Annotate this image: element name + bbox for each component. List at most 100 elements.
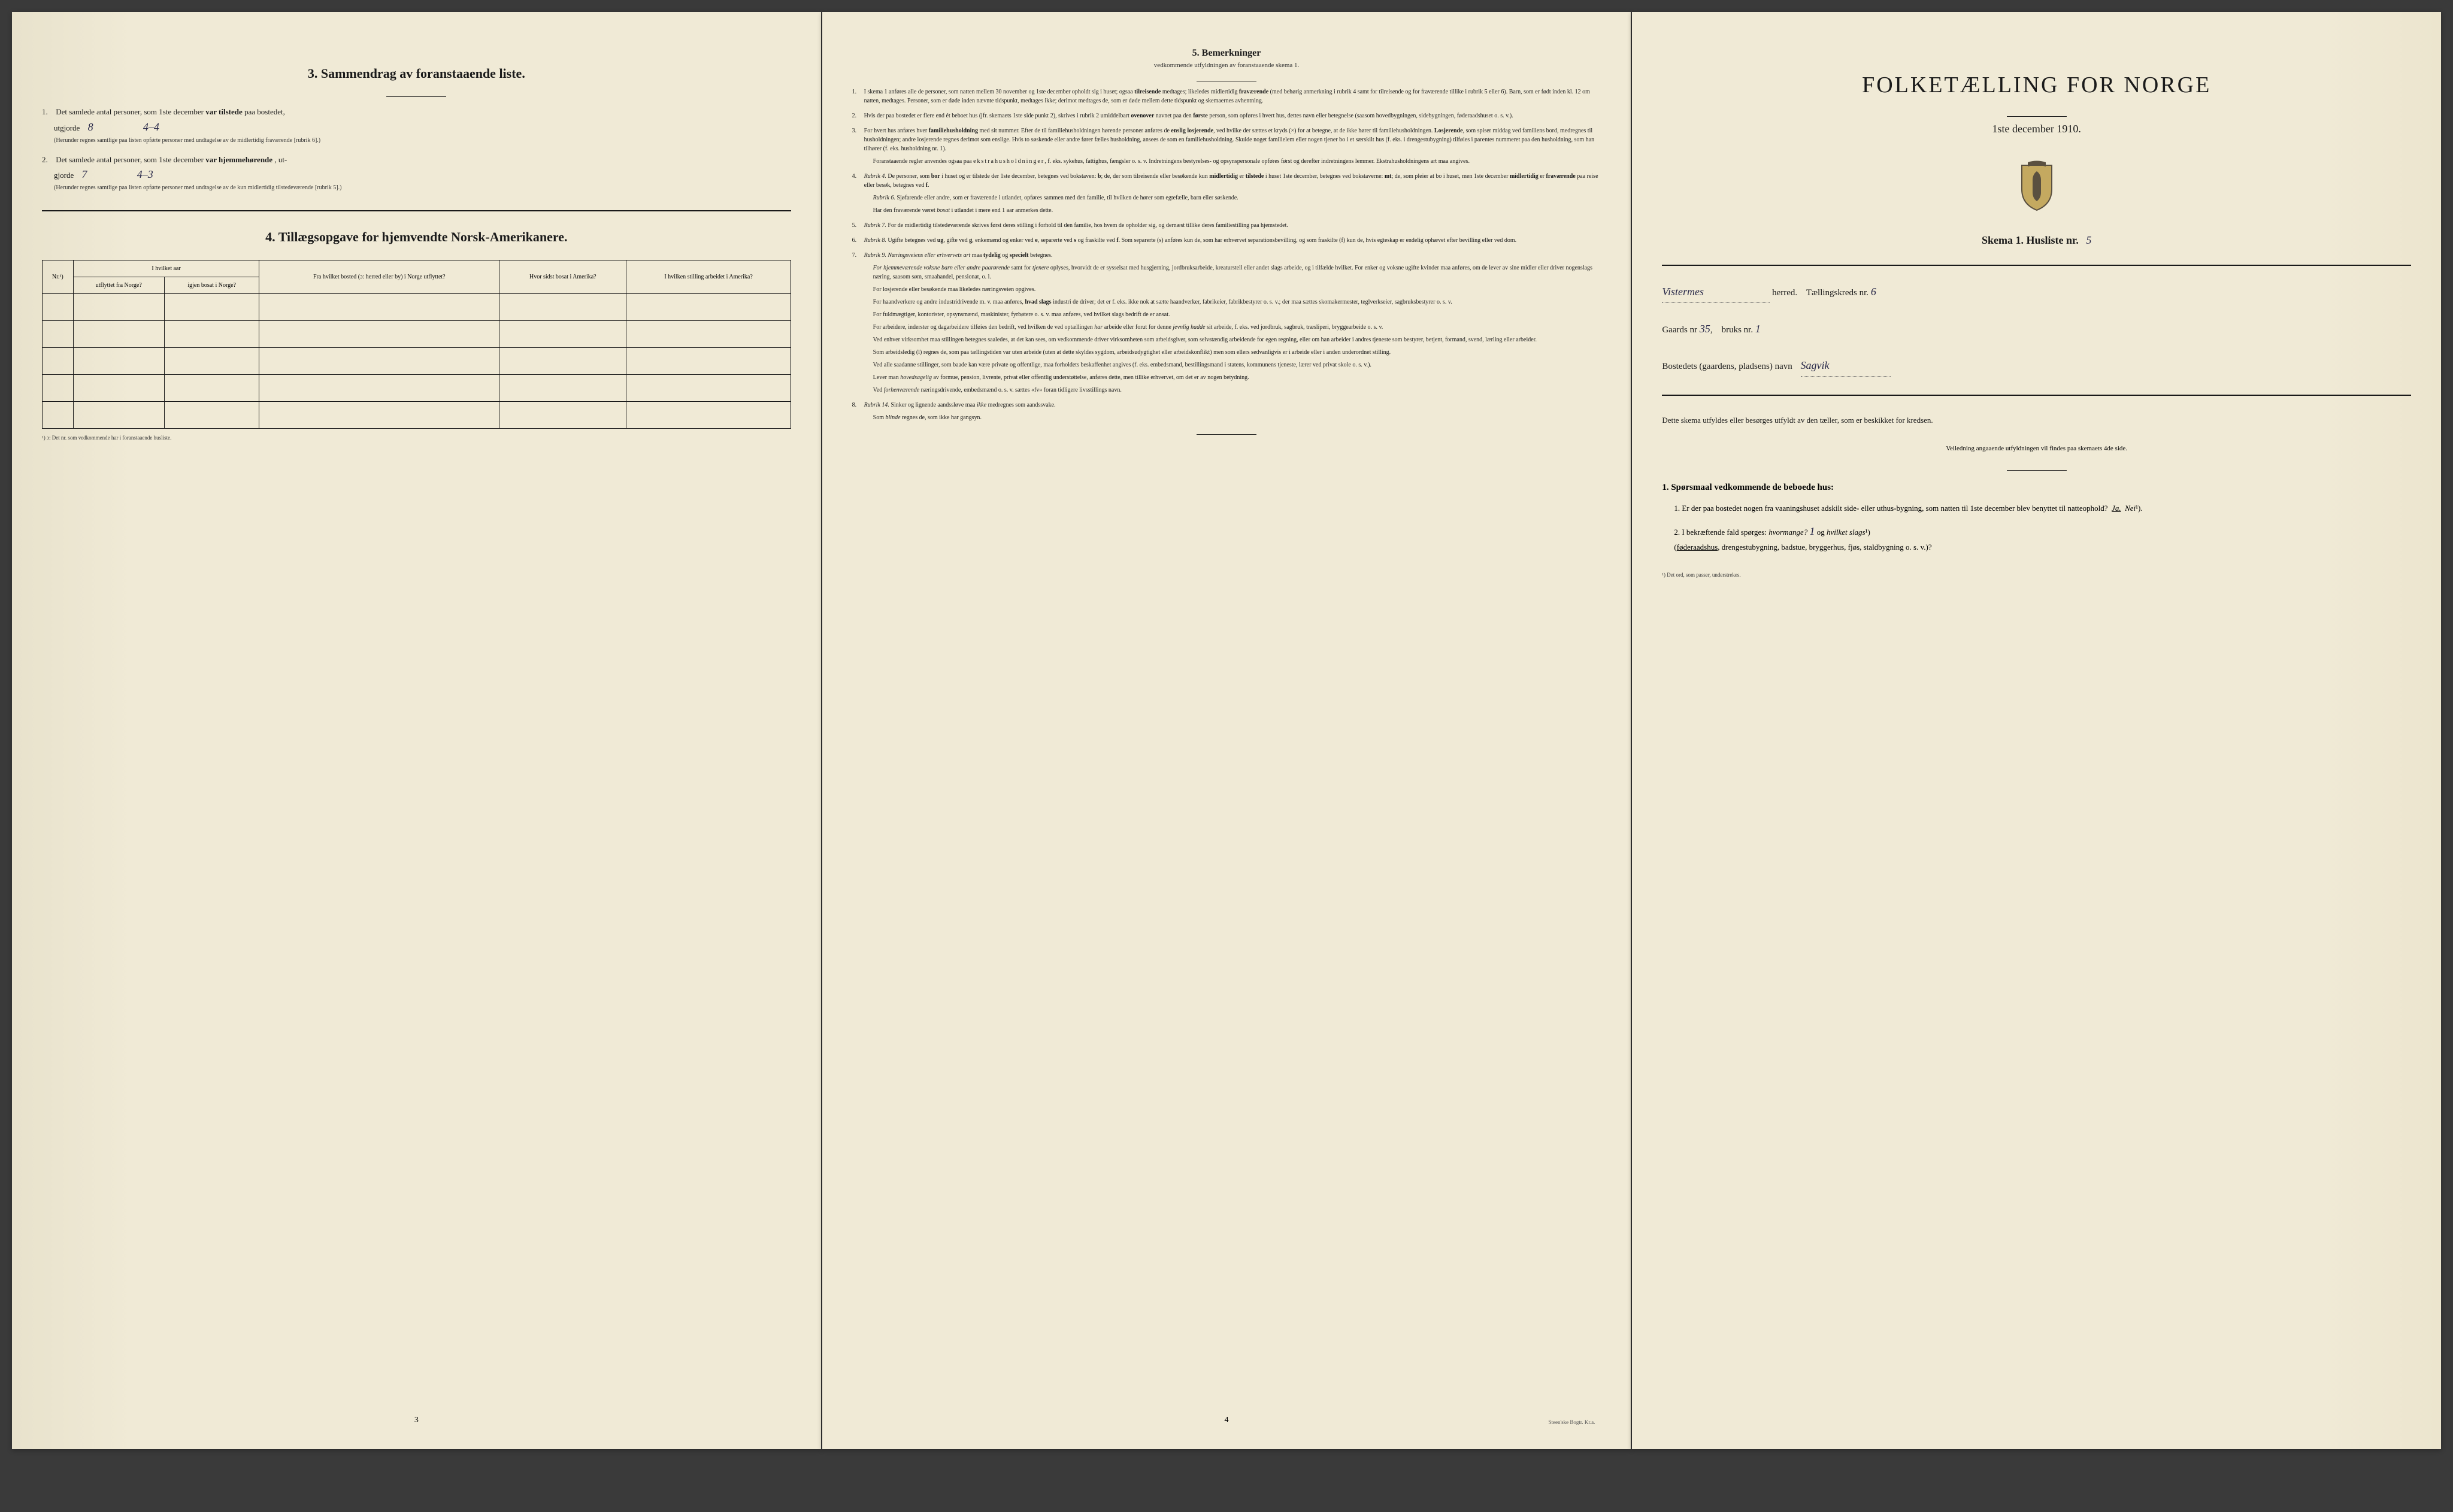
q-nei: Nei [2125,504,2136,513]
divider [2007,116,2067,117]
date-line: 1ste december 1910. [1662,123,2411,135]
remark-num: 1. [852,87,857,96]
remark-subpara: Ved alle saadanne stillinger, som baade … [864,360,1601,369]
remark-item: 5. Rubrik 7. For de midlertidig tilstedev… [852,221,1601,230]
remark-num: 3. [852,126,857,135]
item-text: Det samlede antal personer, som 1ste dec… [56,155,204,164]
remark-text: Rubrik 4. De personer, som bor i huset o… [864,173,1598,189]
section4-title: 4. Tillægsopgave for hjemvendte Norsk-Am… [42,229,791,245]
remark-subpara: Rubrik 6. Sjøfarende eller andre, som er… [864,193,1601,202]
remark-item: 3. For hvert hus anføres hver familiehush… [852,126,1601,166]
q-options: (føderaadshus, drengestubygning, badstue… [1674,543,1931,552]
remark-subpara: Har den fraværende været bosat i utlande… [864,206,1601,215]
th-stilling: I hvilken stilling arbeidet i Amerika? [626,260,791,294]
section3-title: 3. Sammendrag av foranstaaende liste. [42,66,791,81]
th-bosat: igjen bosat i Norge? [164,277,259,294]
taellingskreds-label: Tællingskreds nr. [1806,288,1868,298]
remark-num: 5. [852,221,857,230]
herred-line: Vistermes herred. Tællingskreds nr. 6 [1662,281,2411,303]
th-nr: Nr.¹) [43,260,74,294]
q-text-before: I bekræftende fald spørges: [1682,528,1767,537]
gaards-line: Gaards nr 35, bruks nr. 1 [1662,318,2411,340]
divider [1197,434,1256,435]
coat-of-arms [1662,159,2411,216]
divider [2007,470,2067,471]
q-num: 1. [1674,504,1680,513]
handwritten-value2: 4–4 [143,121,159,133]
remark-subpara: For haandverkere og andre industridriven… [864,298,1601,307]
q-text: Er der paa bostedet nogen fra vaaningshu… [1682,504,2107,513]
divider [1662,265,2411,266]
section5-subtitle: vedkommende utfyldningen av foranstaaend… [852,62,1601,69]
remark-subpara: Lever man hovedsagelig av formue, pensio… [864,373,1601,382]
row2-text: gjorde [54,171,74,180]
remark-text: Hvis der paa bostedet er flere end ét be… [864,113,1513,119]
item-num: 2. [42,154,54,166]
th-aar: I hvilket aar [73,260,259,277]
q-hvormange: hvormange? [1768,528,1807,537]
page-number: 3 [414,1416,419,1425]
remark-num: 4. [852,172,857,181]
q-sup: ¹) [1866,528,1870,537]
remark-text: Rubrik 9. Næringsveiens eller erhvervets… [864,252,1053,259]
table-row [43,321,791,348]
divider [1662,395,2411,396]
bosted-name: Sagvik [1801,354,1891,377]
q-ja: Ja. [2112,504,2121,513]
hvormange-val: 1 [1809,525,1815,537]
remark-subpara: Som arbeidsledig (l) regnes de, som paa … [864,348,1601,357]
remark-subpara: Foranstaaende regler anvendes ogsaa paa … [864,157,1601,166]
remark-subpara: Som blinde regnes de, som ikke har gangs… [864,413,1601,422]
section3-item2: 2. Det samlede antal personer, som 1ste … [42,154,791,193]
item-num: 1. [42,106,54,119]
remark-subpara: Ved enhver virksomhet maa stillingen bet… [864,335,1601,344]
table-row [43,375,791,402]
skema-line: Skema 1. Husliste nr. 5 [1662,234,2411,247]
table-row [43,348,791,375]
gaards-nr: 35 [1700,323,1710,335]
remark-num: 6. [852,236,857,245]
remark-num: 7. [852,251,857,260]
main-title: FOLKETÆLLING FOR NORGE [1662,72,2411,98]
q-hvilket: hvilket slags [1827,528,1866,537]
remark-item: 8.Rubrik 14. Sinker og lignende aandsslø… [852,401,1601,422]
remark-subpara: For hjemmeværende voksne barn eller andr… [864,263,1601,281]
table-row [43,402,791,429]
remark-subpara: Ved forhenværende næringsdrivende, embed… [864,386,1601,395]
handwritten-value: 7 [81,168,87,180]
remarks-list: 1.I skema 1 anføres alle de personer, so… [852,87,1601,422]
instructions-sub: Veiledning angaaende utfyldningen vil fi… [1662,445,2411,452]
remark-item: 2. Hvis der paa bostedet er flere end ét … [852,111,1601,120]
remark-item: 4. Rubrik 4. De personer, som bor i huset… [852,172,1601,215]
table-row [43,294,791,321]
q-og: og [1817,528,1825,537]
herred-value: Vistermes [1662,281,1770,303]
page-left: 3. Sammendrag av foranstaaende liste. 1.… [12,12,821,1449]
bosted-label: Bostedets (gaardens, pladsens) navn [1662,362,1792,371]
page-right: FOLKETÆLLING FOR NORGE 1ste december 191… [1632,12,2441,1449]
shield-icon [2016,159,2058,213]
skema-text: Skema 1. Husliste nr. [1982,234,2079,246]
husliste-nr: 5 [2086,234,2091,246]
taellingskreds-nr: 6 [1871,286,1876,298]
remark-text: Rubrik 14. Sinker og lignende aandssløve… [864,402,1056,408]
gaards-label: Gaards nr [1662,325,1697,335]
fine-print: (Herunder regnes samtlige paa listen opf… [54,136,791,145]
page-number: 4 [1225,1416,1229,1425]
amerikanere-table: Nr.¹) I hvilket aar Fra hvilket bosted (… [42,260,791,429]
document-spread: 3. Sammendrag av foranstaaende liste. 1.… [12,12,2441,1449]
printer-credit: Steen'ske Bogtr. Kr.a. [1548,1419,1595,1425]
item-bold: var hjemmehørende [205,155,272,164]
handwritten-value: 8 [88,121,93,133]
q-sup: ¹). [2136,504,2142,513]
remark-text: For hvert hus anføres hver familiehushol… [864,128,1594,152]
instructions: Dette skema utfyldes eller besørges utfy… [1662,414,2411,427]
item-text: Det samlede antal personer, som 1ste dec… [56,107,204,116]
table-body [43,294,791,429]
question-2: 2. I bekræftende fald spørges: hvormange… [1674,522,2411,554]
row2-text: utgjorde [54,123,80,132]
question-1: 1. Er der paa bostedet nogen fra vaaning… [1674,502,2411,515]
item-text-after: paa bostedet, [244,107,285,116]
remark-num: 2. [852,111,857,120]
remark-text: Rubrik 7. For de midlertidig tilstedevær… [864,222,1288,229]
